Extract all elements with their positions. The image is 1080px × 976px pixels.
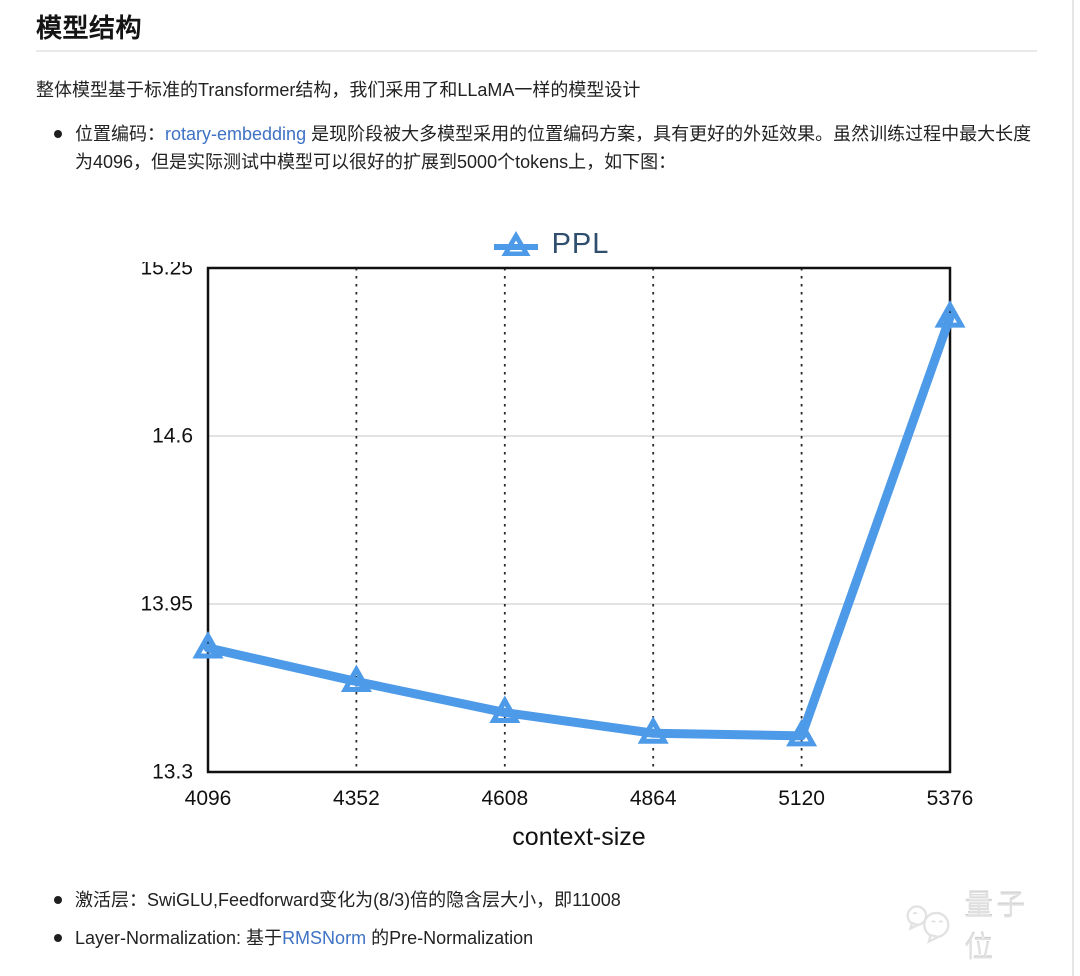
bullet-text-suffix: 的Pre-Normalization [366,928,534,948]
bullet-dot [54,896,62,904]
bullet-text-prefix: Layer-Normalization: 基于 [75,928,283,948]
bullet-dot [54,934,62,942]
watermark-text: 量子位 [964,890,1029,964]
triangle-marker [489,695,521,724]
section-title: 模型结构 [36,13,143,43]
triangle-marker [934,300,966,328]
y-tick-label: 13.3 [152,761,193,784]
section-divider [36,50,1037,52]
triangle-marker [192,630,224,659]
y-tick-label: 14.6 [152,425,193,448]
x-tick-label: 4608 [481,787,528,810]
plot-border [206,266,952,774]
qbitai-logo-icon [906,905,950,944]
x-tick-label: 4352 [333,787,380,810]
rmsnorm-link[interactable]: RMSNorm [282,928,367,948]
bullet-text-suffix: 是现阶段被大多模型采用的位置编码方案，具有更好的外延效果。虽然训练过程中最大长度… [75,124,1032,172]
qbitai-watermark: 量子位 [903,890,1053,964]
legend-label: PPL [551,227,610,260]
legend-triangle-marker-icon [493,231,538,256]
triangle-marker [637,716,669,744]
intro-paragraph: 整体模型基于标准的Transformer结构，我们采用了和LLaMA一样的模型设… [36,80,641,100]
bullet-activation: 激活层：SwiGLU,Feedforward变化为(8/3)倍的隐含层大小，即1… [54,886,1040,914]
triangle-marker [340,664,372,693]
x-tick-label: 5120 [778,787,825,810]
ppl-line-chart-svg: 13.3 13.95 14.6 15.25 4096 4352 4608 4864 5120 53… [140,262,974,851]
y-tick-label: 13.95 [140,593,193,616]
x-axis-title: context-size [512,823,645,851]
bullet-layer-normalization: Layer-Normalization: 基于RMSNorm 的Pre-Norm… [54,924,1040,952]
x-tick-label: 4096 [185,787,232,810]
triangle-marker [786,718,818,747]
bullet-position-encoding: 位置编码：rotary-embedding 是现阶段被大多模型采用的位置编码方案… [54,120,1040,176]
ppl-line [203,312,955,741]
bullet-text-prefix: 位置编码： [75,124,165,144]
page-right-edge [1072,0,1074,976]
y-tick-label: 15.25 [140,262,193,280]
chart-legend: PPL [180,224,922,264]
x-tick-label: 5376 [927,787,974,810]
rotary-embedding-link[interactable]: rotary-embedding [165,124,307,144]
bullet-dot [54,130,62,138]
bullet-text: 激活层：SwiGLU,Feedforward变化为(8/3)倍的隐含层大小，即1… [75,890,621,910]
x-tick-label: 4864 [630,787,677,810]
